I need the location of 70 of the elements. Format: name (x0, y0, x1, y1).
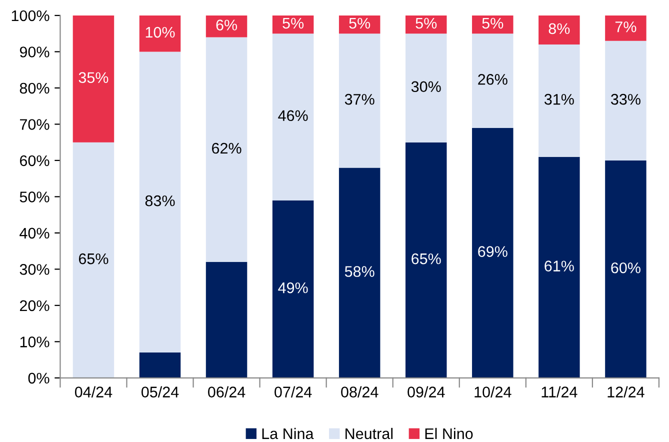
bar (605, 160, 646, 378)
bar (272, 200, 314, 378)
y-tick-label: 50% (20, 192, 50, 202)
y-tick-label: 30% (20, 264, 50, 275)
data-label: 5% (282, 18, 304, 29)
data-label: 58% (344, 266, 374, 277)
y-tick-label: 80% (20, 82, 50, 94)
data-label: 6% (216, 20, 238, 30)
bar (139, 52, 181, 353)
bar (338, 168, 380, 378)
data-label: 49% (278, 282, 308, 294)
bar (472, 128, 514, 378)
bar (206, 262, 248, 378)
y-tick-label: 40% (20, 228, 50, 239)
data-label: 83% (145, 195, 175, 206)
data-label: 62% (212, 142, 242, 154)
data-label: 7% (615, 22, 636, 32)
x-tick-label: 10/24 (474, 386, 512, 398)
x-tick-label: 06/24 (208, 386, 246, 398)
data-label: 37% (344, 94, 374, 105)
x-tick-label: 04/24 (74, 386, 112, 398)
data-label: 35% (78, 72, 108, 83)
y-tick-label: 60% (20, 155, 50, 166)
bar (538, 156, 580, 378)
bar (538, 44, 580, 157)
data-label: 10% (146, 26, 175, 38)
data-label: 60% (611, 262, 640, 274)
bar (72, 15, 114, 142)
legend-label: El Nino (425, 428, 473, 440)
data-label: 26% (478, 74, 508, 85)
bar (206, 15, 248, 38)
bar (605, 15, 646, 41)
bar (139, 352, 181, 378)
bar (139, 15, 181, 52)
y-tick-label: 90% (20, 46, 50, 58)
x-tick-label: 09/24 (408, 386, 445, 398)
data-label: 65% (78, 253, 108, 264)
data-label: 46% (278, 110, 308, 122)
y-tick-label: 20% (20, 300, 50, 312)
data-label: 5% (482, 18, 504, 29)
y-tick-label: 10% (20, 336, 50, 348)
data-label: 65% (412, 253, 441, 264)
bar (405, 142, 447, 378)
bar (538, 15, 580, 44)
x-tick-label: 07/24 (274, 386, 312, 398)
bar (72, 142, 114, 378)
data-label: 5% (416, 18, 437, 29)
bar (405, 34, 447, 142)
y-tick-label: 0% (28, 372, 50, 384)
legend-label: La Nina (262, 428, 314, 440)
x-tick-label: 12/24 (608, 386, 644, 398)
bar (272, 34, 314, 200)
data-label: 30% (411, 81, 441, 92)
x-tick-label: 08/24 (341, 386, 378, 398)
data-label: 31% (544, 94, 574, 105)
data-label: 69% (478, 246, 508, 257)
legend-label: Neutral (346, 428, 393, 440)
bar (472, 34, 514, 128)
bar (206, 37, 248, 262)
y-tick-label: 70% (20, 119, 50, 130)
bar (472, 15, 514, 34)
data-label: 33% (610, 94, 640, 105)
x-tick-label: 11/24 (542, 386, 578, 398)
data-label: 61% (544, 260, 574, 272)
data-label: 5% (349, 18, 370, 29)
x-tick-label: 05/24 (141, 386, 179, 398)
data-label: 8% (548, 23, 570, 34)
bar (605, 40, 646, 160)
y-tick-label: 100% (12, 10, 50, 22)
bar (338, 34, 380, 168)
